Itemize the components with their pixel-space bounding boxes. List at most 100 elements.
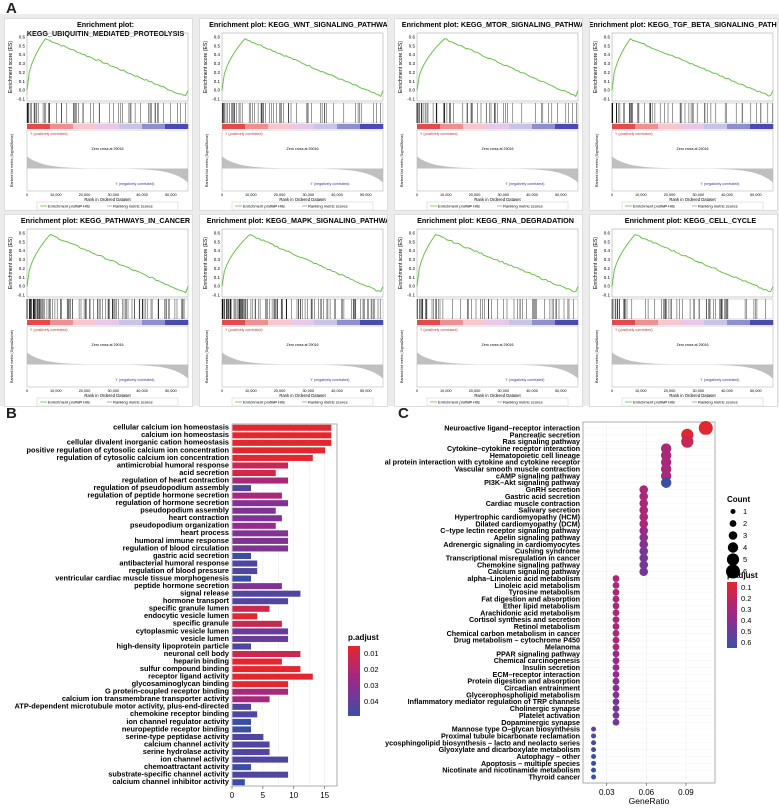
gsea-title: Enrichment plot: KEGG_CELL_CYCLE (625, 216, 757, 225)
dot-category-label: Nicotinate and nicotinamide metabolism (442, 766, 580, 775)
legend-profile-label: Enrichment profile (243, 204, 276, 209)
zero-cross-label: Zero cross at 29016 (482, 147, 514, 151)
color-legend-label: 0.6 (741, 638, 751, 647)
x-tick-label: 10,000 (245, 389, 257, 393)
bar (232, 530, 289, 537)
legend-profile-label: Enrichment profile (48, 204, 81, 209)
bar-category-label: calcium ion transmembrane transporter ac… (62, 694, 230, 703)
es-tick-label: 0.2 (409, 70, 416, 75)
pos-corr-label: 't' (positively correlated) (420, 132, 458, 136)
bar-category-label: vesicle lumen (181, 634, 230, 643)
es-axis-label: Enrichment score (ES) (593, 237, 599, 289)
es-tick-label: 0.3 (19, 257, 26, 262)
es-axis-label: Enrichment score (ES) (203, 237, 209, 289)
x-axis-label: Rank in Ordered Dataset (474, 197, 521, 202)
bar-category-label: regulation of blood circulation (123, 543, 230, 552)
dot-point (612, 588, 620, 596)
dot-category-label: Autophagy – other (517, 752, 581, 761)
dot-x-tick-label: 0.06 (639, 788, 655, 797)
es-tick-label: 0.0 (604, 88, 611, 93)
x-tick-label: 20,000 (469, 389, 481, 393)
bar (232, 726, 252, 733)
es-tick-label: 0.4 (19, 52, 26, 57)
dot-plot-frame (582, 421, 716, 784)
legend-hits-label: Hits (473, 204, 480, 209)
hits-frame (26, 102, 189, 124)
es-tick-label: 0.0 (409, 88, 416, 93)
es-tick-label: 0.1 (604, 79, 611, 84)
dot-point (612, 643, 620, 651)
rank-frame (611, 325, 774, 388)
es-tick-label: 0.4 (19, 248, 26, 253)
bar-category-label: calcium channel inhibitor activity (112, 777, 230, 786)
bar-category-label: cellular calcium ion homeostasis (113, 423, 229, 432)
es-tick-label: 0.5 (604, 43, 611, 48)
bar (232, 635, 289, 642)
bar (232, 741, 270, 748)
dot-category-label: Glycosphingolipid biosynthesis – lacto a… (385, 738, 580, 747)
enrichment-profile-line (611, 37, 774, 97)
es-tick-label: 0.5 (409, 239, 416, 244)
hits-group (222, 103, 381, 123)
size-legend-title: Count (727, 495, 750, 504)
ranking-metric-area (417, 156, 578, 183)
color-legend-label: 0.3 (741, 605, 751, 614)
bar-category-label: neuropeptide receptor binding (122, 724, 230, 733)
x-tick-label: 30,000 (107, 193, 119, 197)
bar-category-label: hormone transport (163, 596, 230, 605)
bar-legend-label: 0.03 (364, 681, 379, 690)
size-legend-dot (726, 564, 740, 579)
bar-x-tick-label: 10 (289, 791, 298, 800)
dot-category-label: Protein digestion and absorption (467, 677, 580, 686)
x-tick-label: 20,000 (664, 389, 676, 393)
es-tick-label: -0.1 (407, 293, 415, 298)
dot-point (639, 567, 649, 577)
neg-corr-label: 't' (negatively correlated) (701, 378, 740, 382)
dot-category-label: Arachidonic acid metabolism (480, 608, 580, 617)
legend-profile-label: Enrichment profile (48, 400, 81, 405)
dot-category-label: Glycerophospholipid metabolism (466, 690, 580, 699)
neg-corr-label: 't' (negatively correlated) (311, 182, 350, 186)
bar (232, 560, 258, 567)
x-tick-label: 10,000 (440, 193, 452, 197)
dot-point (639, 512, 649, 522)
ranking-metric-area (612, 156, 773, 183)
metric-gradient-segment (509, 320, 533, 325)
rank-axis-label: Ranked list metric (Signal2Noise) (10, 134, 14, 187)
gsea-plot-svg: Enrichment plot: KEGG_MTOR_SIGNALING_PAT… (398, 20, 582, 210)
dot-point (612, 595, 620, 603)
es-tick-label: -0.1 (212, 97, 220, 102)
metric-gradient-segment (27, 320, 51, 325)
x-tick-label: 20,000 (664, 193, 676, 197)
es-plot-frame (611, 32, 774, 102)
pos-corr-label: 't' (positively correlated) (30, 132, 68, 136)
bar (232, 500, 289, 507)
bar-category-label: endocytic vesicle lumen (144, 611, 230, 620)
rank-axis-label: Ranked list metric (Signal2Noise) (595, 330, 599, 383)
es-axis-label: Enrichment score (ES) (8, 237, 14, 289)
zero-cross-label: Zero cross at 29016 (677, 147, 709, 151)
metric-gradient-segment (440, 124, 464, 129)
es-tick-label: 0.5 (604, 239, 611, 244)
x-tick-label: 0 (416, 193, 418, 197)
hits-group (26, 103, 186, 123)
metric-gradient-segment (337, 124, 361, 129)
legend-metric-label: Ranking metric scores (113, 204, 153, 209)
bar-category-label: chemoattractant activity (144, 762, 230, 771)
x-tick-label: 40,000 (526, 193, 538, 197)
enrichment-profile-line (611, 234, 774, 293)
legend-metric-label: Ranking metric scores (698, 204, 738, 209)
dot-category-label: Tyrosine metabolism (509, 588, 580, 597)
x-tick-label: 30,000 (302, 193, 314, 197)
es-tick-label: 0.6 (214, 35, 221, 40)
es-tick-label: 0.0 (214, 284, 221, 289)
metric-gradient-segment (727, 124, 751, 129)
bar-category-label: sulfur compound binding (140, 664, 230, 673)
gsea-plot: Enrichment plot: KEGG_UBIQUITIN_MEDIATED_… (4, 18, 193, 211)
x-axis-label: Rank in Ordered Dataset (474, 393, 521, 398)
bar (232, 462, 289, 469)
dot-category-label: Chemical carbon metabolism in cancer (447, 629, 581, 638)
dot-point (612, 677, 620, 685)
metric-gradient-segment (142, 124, 166, 129)
dot-category-label: Fat digestion and absorption (481, 595, 580, 604)
